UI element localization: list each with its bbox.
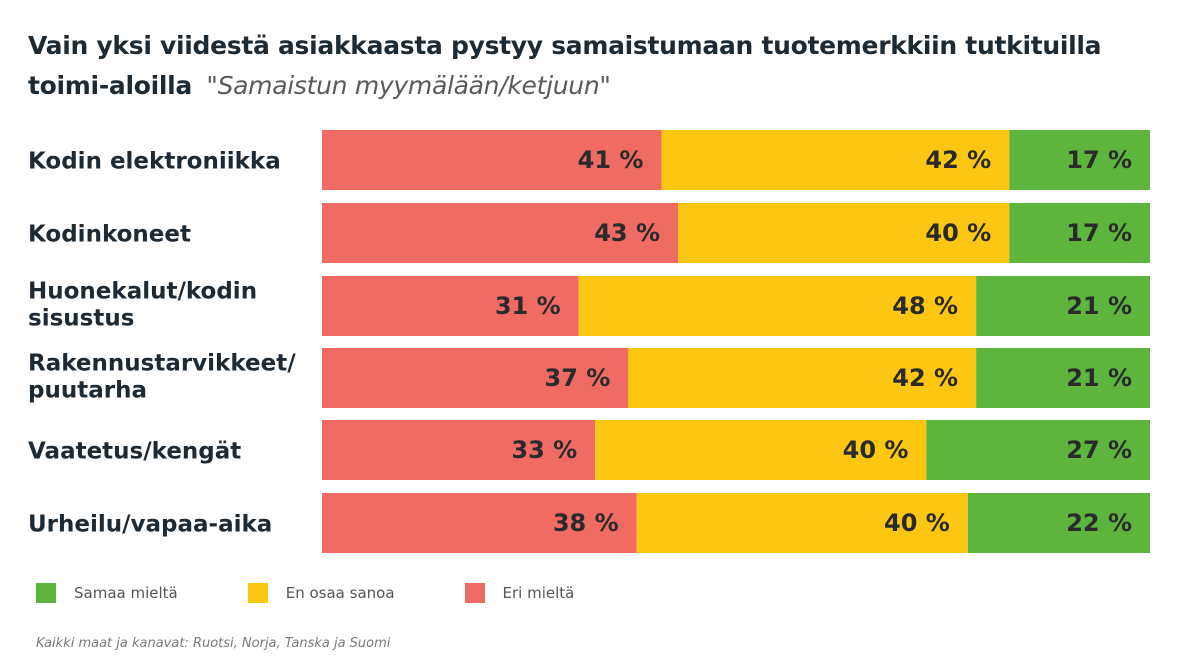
source-note: Kaikki maat ja kanavat: Ruotsi, Norja, T… bbox=[36, 636, 391, 651]
data-label-samaa-mieltä-kodin-elektroniikka: 17 % bbox=[1066, 146, 1132, 174]
data-label-samaa-mieltä-huonekalut-kodin-sisustus: 21 % bbox=[1066, 292, 1132, 320]
bar-samaa-mieltä-huonekalut-kodin-sisustus bbox=[976, 276, 1150, 336]
category-label-huonekalut-kodin-sisustus: Huonekalut/kodin sisustus bbox=[28, 279, 257, 332]
bar-eri-mieltä-kodinkoneet bbox=[322, 203, 679, 263]
chart-subtitle: "Samaistun myymälään/ketjuun" bbox=[206, 71, 611, 100]
data-label-en-osaa-sanoa-vaatetus-kengät: 40 % bbox=[843, 436, 909, 464]
legend-item-en-osaa-sanoa: En osaa sanoa bbox=[247, 583, 395, 603]
stacked-bar-chart: Kodin elektroniikka 41 % 42 % 17 % Kodinkone… bbox=[28, 130, 1150, 553]
title-text: Vain yksi viidestä asiakkaasta pystyy sa… bbox=[28, 31, 1102, 100]
category-label-rakennustarvikkeet-puutarha: Rakennustarvikkeet/puutarha bbox=[28, 351, 296, 404]
legend-label-eri-mieltä: Eri mieltä bbox=[502, 584, 575, 602]
data-label-eri-mieltä-rakennustarvikkeet-puutarha: 37 % bbox=[545, 364, 611, 392]
bar-eri-mieltä-huonekalut-kodin-sisustus bbox=[322, 276, 579, 336]
bar-eri-mieltä-urheilu-vapaa-aika bbox=[322, 493, 637, 553]
category-label-kodin-elektroniikka: Kodin elektroniikka bbox=[28, 149, 281, 175]
legend-swatch-eri-mieltä bbox=[464, 583, 485, 603]
legend-label-samaa-mieltä: Samaa mieltä bbox=[74, 584, 178, 602]
data-label-eri-mieltä-urheilu-vapaa-aika: 38 % bbox=[553, 509, 619, 537]
legend-label-en-osaa-sanoa: En osaa sanoa bbox=[285, 584, 395, 602]
bar-en-osaa-sanoa-urheilu-vapaa-aika bbox=[636, 493, 968, 553]
bar-samaa-mieltä-kodin-elektroniikka bbox=[1009, 130, 1150, 190]
data-label-eri-mieltä-huonekalut-kodin-sisustus: 31 % bbox=[495, 292, 561, 320]
legend-item-eri-mieltä: Eri mieltä bbox=[464, 583, 575, 603]
category-label-urheilu-vapaa-aika: Urheilu/vapaa-aika bbox=[28, 512, 272, 538]
chart-title: Vain yksi viidestä asiakkaasta pystyy sa… bbox=[28, 26, 1178, 106]
data-label-eri-mieltä-kodin-elektroniikka: 41 % bbox=[578, 146, 644, 174]
data-label-eri-mieltä-kodinkoneet: 43 % bbox=[594, 219, 660, 247]
legend-item-samaa-mieltä: Samaa mieltä bbox=[36, 583, 178, 603]
data-label-en-osaa-sanoa-rakennustarvikkeet-puutarha: 42 % bbox=[892, 364, 958, 392]
bar-en-osaa-sanoa-huonekalut-kodin-sisustus bbox=[578, 276, 977, 336]
bar-en-osaa-sanoa-vaatetus-kengät bbox=[595, 420, 927, 480]
data-label-en-osaa-sanoa-urheilu-vapaa-aika: 40 % bbox=[884, 509, 950, 537]
bar-en-osaa-sanoa-kodinkoneet bbox=[678, 203, 1010, 263]
bar-samaa-mieltä-vaatetus-kengät bbox=[926, 420, 1150, 480]
bar-eri-mieltä-rakennustarvikkeet-puutarha bbox=[322, 348, 629, 408]
data-label-en-osaa-sanoa-huonekalut-kodin-sisustus: 48 % bbox=[892, 292, 958, 320]
data-label-en-osaa-sanoa-kodin-elektroniikka: 42 % bbox=[925, 146, 991, 174]
legend-swatch-en-osaa-sanoa bbox=[247, 583, 268, 603]
data-label-samaa-mieltä-rakennustarvikkeet-puutarha: 21 % bbox=[1066, 364, 1132, 392]
data-label-samaa-mieltä-vaatetus-kengät: 27 % bbox=[1066, 436, 1132, 464]
bar-samaa-mieltä-urheilu-vapaa-aika bbox=[967, 493, 1150, 553]
bar-samaa-mieltä-rakennustarvikkeet-puutarha bbox=[976, 348, 1150, 408]
data-label-samaa-mieltä-kodinkoneet: 17 % bbox=[1066, 219, 1132, 247]
data-label-samaa-mieltä-urheilu-vapaa-aika: 22 % bbox=[1066, 509, 1132, 537]
bar-eri-mieltä-vaatetus-kengät bbox=[322, 420, 596, 480]
category-label-kodinkoneet: Kodinkoneet bbox=[28, 222, 191, 248]
bar-eri-mieltä-kodin-elektroniikka bbox=[322, 130, 662, 190]
bar-en-osaa-sanoa-kodin-elektroniikka bbox=[661, 130, 1010, 190]
bar-en-osaa-sanoa-rakennustarvikkeet-puutarha bbox=[628, 348, 977, 408]
legend: Samaa mieltä En osaa sanoa Eri mieltä bbox=[36, 578, 644, 608]
category-label-vaatetus-kengät: Vaatetus/kengät bbox=[28, 439, 241, 465]
bar-samaa-mieltä-kodinkoneet bbox=[1009, 203, 1150, 263]
legend-swatch-samaa-mieltä bbox=[36, 583, 56, 603]
data-label-en-osaa-sanoa-kodinkoneet: 40 % bbox=[925, 219, 991, 247]
data-label-eri-mieltä-vaatetus-kengät: 33 % bbox=[511, 436, 577, 464]
